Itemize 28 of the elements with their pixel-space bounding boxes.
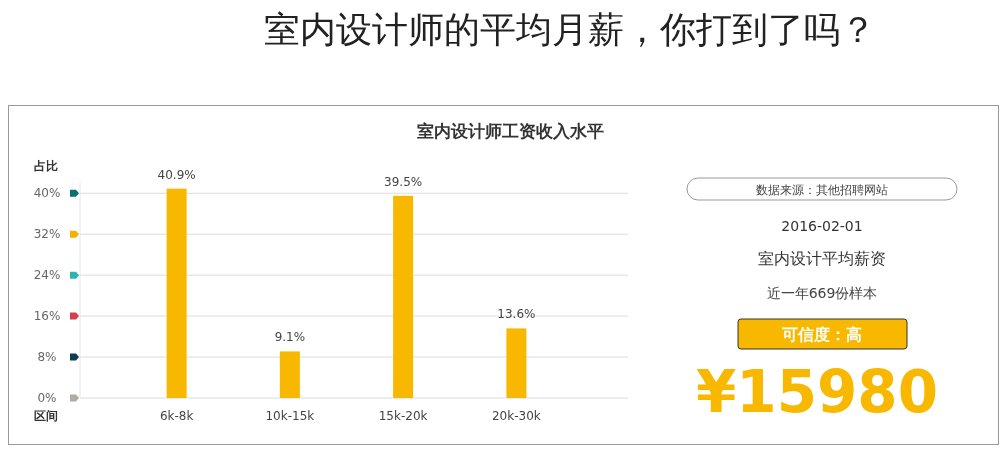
y-tick-label: 40%: [33, 186, 61, 201]
text: 可信度：高: [781, 325, 862, 344]
source-note: 数据来源：其他招聘网站: [756, 183, 888, 197]
y-tick-label: 32%: [33, 227, 61, 242]
data-label: 40.9%: [157, 167, 196, 182]
bar: [279, 351, 300, 398]
y-tick-label: 16%: [33, 309, 61, 324]
data-label: 39.5%: [384, 174, 423, 189]
y-tick-label: 24%: [33, 268, 61, 283]
x-tick-label: 10k-15k: [265, 409, 315, 423]
x-tick-label: 6k-8k: [159, 409, 194, 423]
chart-title: 室内设计师的平均月薪，你打到了吗？: [264, 9, 876, 50]
text: 2016-02-01: [781, 218, 863, 234]
data-label: 9.1%: [274, 330, 306, 345]
text: 室内设计平均薪资: [758, 249, 886, 268]
chart-subtitle: 室内设计师工资收入水平: [416, 121, 604, 141]
text: 近一年669份样本: [766, 285, 878, 301]
y-tick-label: 8%: [37, 350, 57, 365]
y-tick-label: 0%: [37, 391, 57, 405]
text: ¥15980: [695, 358, 939, 426]
bar: [506, 328, 527, 398]
x-tick-label: 15k-20k: [378, 409, 428, 423]
x-tick-label: 20k-30k: [491, 409, 541, 423]
bar: [393, 195, 414, 398]
x-axis-title: 区间: [34, 409, 58, 423]
y-axis-title: 占比: [34, 159, 58, 173]
bar: [166, 188, 187, 398]
data-label: 13.6%: [497, 307, 536, 322]
